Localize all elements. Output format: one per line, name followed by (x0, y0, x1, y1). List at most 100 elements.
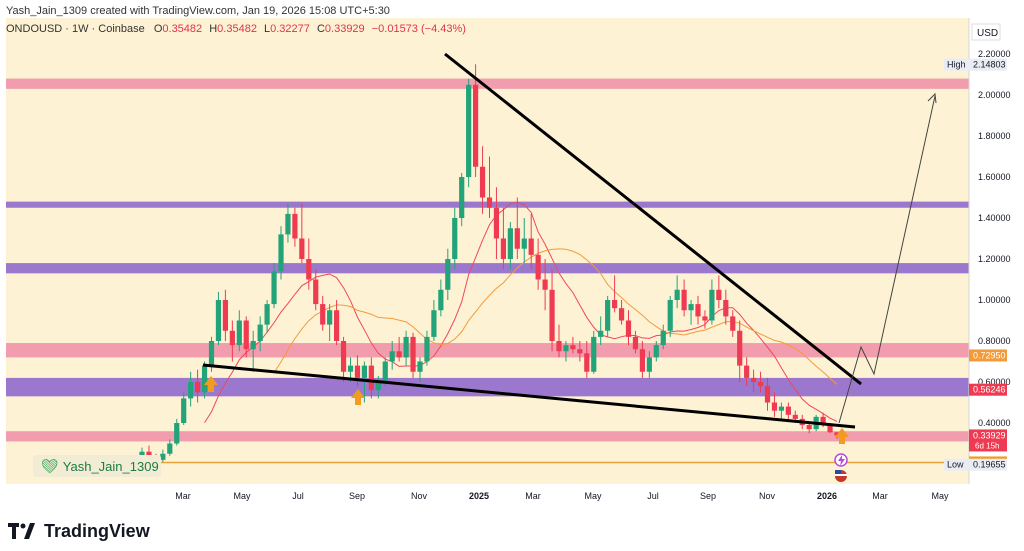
high-value: 0.35482 (217, 23, 257, 35)
candle-body (625, 320, 632, 337)
us-flag-canton (835, 470, 841, 474)
candle-body (445, 259, 451, 290)
price-label-box (969, 458, 1007, 471)
candle-body (473, 84, 479, 167)
candle-body (612, 300, 618, 309)
candle-body (500, 238, 506, 259)
candle-body (820, 416, 826, 426)
candle-body (521, 238, 527, 249)
candle-body (382, 361, 388, 382)
candle-body (354, 365, 361, 378)
y-tick-label: 0.60000 (978, 377, 1011, 387)
usd-box[interactable] (971, 23, 1001, 41)
projection-arrowhead (927, 92, 937, 104)
x-tick-label: Mar (175, 491, 191, 501)
price-label-box (969, 58, 1007, 71)
projection-path (838, 95, 936, 424)
price-label-value: 0.33929 (973, 430, 1006, 440)
candle-body (632, 336, 639, 350)
candle-body (723, 300, 729, 317)
candle-body (292, 213, 298, 239)
candle-body (285, 213, 291, 235)
price-label-box (969, 429, 1007, 452)
candle-body (361, 365, 367, 378)
candle-body (730, 316, 736, 331)
candle-body (834, 432, 840, 436)
x-tick-label: 2025 (469, 491, 489, 501)
chart-header: Yash_Jain_1309 created with TradingView.… (6, 5, 466, 35)
candle-body (591, 336, 597, 372)
lower-trendline (202, 363, 856, 429)
zone-pink (6, 431, 969, 442)
upper-trendline (444, 52, 862, 386)
candle-body (271, 271, 277, 305)
flash-bolt (838, 455, 845, 466)
candle-body (771, 402, 778, 411)
candle-body (201, 365, 208, 393)
x-tick-label: Jul (292, 491, 304, 501)
price-label-value: 0.72950 (973, 350, 1006, 360)
candle-body (424, 336, 430, 362)
candle-body (598, 330, 604, 337)
x-tick-label: Mar (872, 491, 888, 501)
price-label-tag-box (944, 458, 969, 471)
price-label-value: 0.56246 (973, 385, 1006, 395)
ma-slow-line (273, 248, 838, 385)
candle-body (542, 279, 548, 290)
candle-body (688, 304, 694, 311)
candle-body (681, 289, 687, 311)
credit-text: Yash_Jain_1309 created with TradingView.… (6, 5, 390, 17)
candle-body (778, 406, 784, 411)
price-label-tag-box (944, 58, 969, 71)
x-tick-label: May (233, 491, 251, 501)
x-tick-label: May (931, 491, 949, 501)
candle-body (653, 345, 659, 358)
candle-body (313, 279, 319, 305)
candle-body (785, 406, 791, 415)
x-tick-label: Sep (349, 491, 365, 501)
candle-body (167, 443, 173, 454)
brand-name: TradingView (44, 520, 150, 541)
candle-body (528, 238, 534, 255)
candle-body (660, 330, 666, 346)
price-label-box (969, 349, 1007, 362)
x-tick-label: May (584, 491, 602, 501)
tradingview-logo[interactable]: TradingView (8, 518, 150, 544)
change-value: −0.01573 (−4.43%) (371, 23, 466, 35)
candle-body (417, 361, 423, 372)
zone-pink (6, 78, 969, 89)
candle-body (577, 349, 583, 354)
candle-body (403, 336, 409, 358)
candle-body (479, 166, 486, 198)
us-flag-stripe (835, 474, 847, 476)
y-tick-label: 1.20000 (978, 254, 1011, 264)
price-label-tag: High (947, 60, 966, 70)
candle-body (327, 310, 333, 325)
candle-body (751, 377, 757, 382)
candle-body (744, 365, 750, 378)
y-tick-label: 0.80000 (978, 336, 1011, 346)
x-tick-label: Sep (700, 491, 716, 501)
candle-body (486, 197, 493, 208)
candle-body (389, 351, 395, 362)
candle-body (208, 341, 215, 366)
low-label: L (264, 23, 271, 35)
x-tick-label: Nov (411, 491, 428, 501)
candle-body (507, 228, 513, 259)
low-value: 0.32277 (270, 23, 310, 35)
candle-body (452, 218, 458, 259)
candle-body (459, 177, 465, 218)
candle-body (639, 349, 645, 372)
candle-body (806, 425, 812, 430)
open-label: O (153, 23, 163, 35)
symbol-text[interactable]: ONDOUSD · 1W · Coinbase (6, 23, 145, 35)
zone-purple (6, 263, 969, 274)
candle-body (299, 238, 305, 259)
candle-body (264, 304, 270, 325)
zone-purple (6, 377, 969, 397)
candle-body (160, 453, 166, 460)
candle-body (757, 382, 764, 387)
candle-body (431, 310, 437, 337)
candle-body (514, 228, 520, 249)
